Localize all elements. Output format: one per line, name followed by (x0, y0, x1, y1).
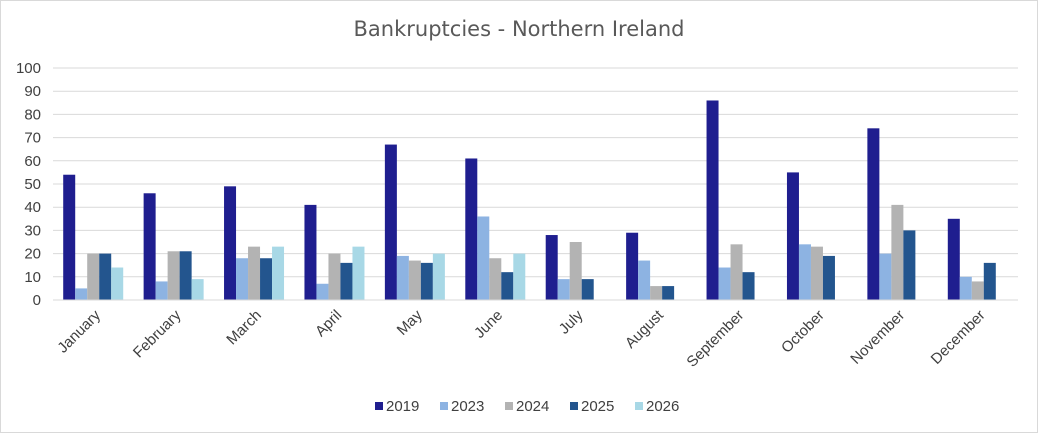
bar-2025-december (983, 262, 996, 300)
bar-2024-january (87, 253, 100, 300)
bar-2019-december (947, 218, 960, 300)
x-tick-label: May (394, 306, 426, 338)
bar-2019-may (384, 144, 397, 300)
bar-2025-october (822, 255, 835, 300)
bar-2024-november (891, 204, 904, 300)
y-tick-label: 80 (24, 106, 41, 123)
bar-2024-april (328, 253, 341, 300)
bar-2025-august (662, 286, 675, 300)
bar-2024-may (408, 260, 421, 300)
y-axis: 0 10 20 30 40 50 60 70 80 90 100 (16, 60, 41, 309)
bar-2026-april (352, 246, 365, 300)
bar-2024-december (971, 281, 984, 300)
x-tick-label: November (847, 307, 908, 368)
x-tick-label: August (622, 306, 668, 352)
bar-2019-march (224, 186, 237, 300)
x-tick-label: March (223, 307, 264, 348)
bar-2023-december (959, 276, 972, 300)
bar-2019-april (304, 204, 317, 300)
bars (63, 100, 996, 300)
legend-swatch (635, 402, 643, 410)
bar-2019-january (63, 174, 76, 300)
bar-2024-june (489, 258, 502, 300)
y-tick-label: 30 (24, 222, 41, 239)
legend-swatch (505, 402, 513, 410)
y-tick-label: 50 (24, 176, 41, 193)
bar-2025-may (420, 262, 433, 300)
bar-2023-july (557, 279, 570, 300)
bar-2026-february (191, 279, 204, 300)
bar-2023-may (396, 255, 409, 300)
legend-label: 2019 (386, 398, 419, 415)
bar-2026-march (272, 246, 285, 300)
legend-label: 2024 (516, 398, 549, 415)
legend-swatch (375, 402, 383, 410)
bar-2026-june (513, 253, 526, 300)
y-tick-label: 20 (24, 246, 41, 263)
bar-2019-july (545, 235, 558, 300)
legend-label: 2026 (646, 398, 679, 415)
bar-2019-september (706, 100, 719, 300)
legend-label: 2023 (451, 398, 484, 415)
bar-2023-november (879, 253, 892, 300)
legend-label: 2025 (581, 398, 614, 415)
bar-2025-september (742, 272, 755, 300)
y-tick-label: 0 (33, 292, 41, 309)
bar-2023-march (236, 258, 249, 300)
x-axis: January February March April May June July Augu… (53, 299, 1018, 371)
bar-2023-october (798, 244, 811, 300)
y-tick-label: 90 (24, 83, 41, 100)
bar-2023-january (75, 288, 88, 300)
x-tick-label: January (54, 306, 104, 356)
gridlines (53, 67, 1018, 301)
bar-2019-february (143, 193, 156, 300)
y-tick-label: 100 (16, 60, 41, 77)
y-tick-label: 40 (24, 199, 41, 216)
bar-2024-september (730, 244, 743, 300)
bar-2025-july (581, 279, 594, 300)
bar-2025-march (260, 258, 273, 300)
x-tick-label: October (778, 307, 828, 357)
y-tick-label: 70 (24, 130, 41, 147)
y-tick-label: 10 (24, 269, 41, 286)
bar-2019-november (867, 128, 880, 300)
bar-2023-june (477, 216, 490, 300)
legend-swatch (440, 402, 448, 410)
bar-2025-april (340, 262, 353, 300)
legend-swatch (570, 402, 578, 410)
bar-2023-august (638, 260, 651, 300)
bar-2019-october (786, 172, 799, 300)
bar-2019-august (626, 232, 639, 300)
bar-2026-may (432, 253, 445, 300)
bar-2025-february (179, 251, 192, 300)
bar-2023-february (155, 281, 168, 300)
x-tick-label: July (556, 306, 587, 337)
x-tick-label: December (928, 307, 989, 368)
x-tick-label: February (130, 306, 185, 361)
bar-2024-july (569, 242, 582, 300)
bar-2023-september (718, 267, 731, 300)
bar-2024-february (167, 251, 180, 300)
bar-2023-april (316, 283, 329, 300)
bar-2026-january (111, 267, 124, 300)
y-tick-label: 60 (24, 153, 41, 170)
chart-title: Bankruptcies - Northern Ireland (353, 17, 685, 41)
bar-2025-january (99, 253, 112, 300)
bar-2025-june (501, 272, 514, 300)
x-tick-label: April (312, 307, 345, 340)
bar-2025-november (903, 230, 916, 300)
x-tick-label: June (471, 307, 506, 342)
legend: 2019 2023 2024 2025 2026 (375, 398, 679, 415)
x-tick-label: September (683, 307, 747, 371)
bar-2024-october (810, 246, 823, 300)
bar-2024-march (248, 246, 261, 300)
bar-2019-june (465, 158, 478, 300)
bar-2024-august (650, 286, 663, 300)
